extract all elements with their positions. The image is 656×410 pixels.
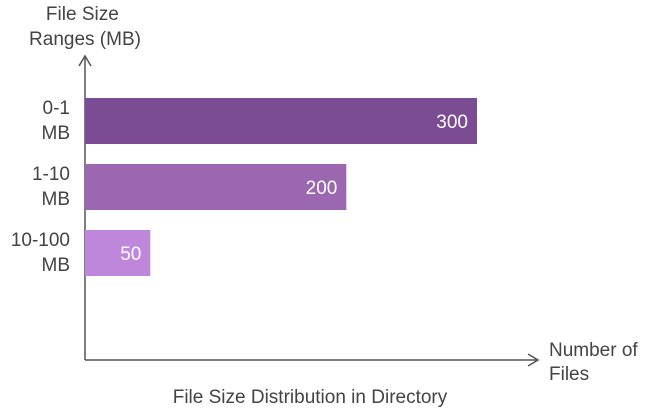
category-label-1-line-1: 1-10	[32, 164, 70, 185]
bar-2	[85, 230, 151, 276]
category-label-2-line-1: 10-100	[11, 230, 70, 251]
y-axis-label-line-1: File Size	[46, 4, 119, 25]
category-label-2-line-2: MB	[42, 255, 71, 276]
category-label-0-line-1: 0-1	[43, 98, 70, 119]
category-label-0-line-2: MB	[42, 123, 71, 144]
x-axis-label-line-1: Number of	[549, 340, 638, 361]
chart-title: File Size Distribution in Directory	[173, 387, 448, 408]
bar-value-label-1: 200	[306, 178, 338, 199]
category-label-1: 1-10 MB	[32, 164, 70, 210]
y-axis-arrow-icon	[78, 54, 92, 67]
x-axis-arrow-icon	[527, 353, 540, 367]
category-label-1-line-2: MB	[42, 189, 71, 210]
category-labels-group: 0-1 MB 1-10 MB 10-100 MB	[11, 98, 70, 276]
x-axis-label: Number of Files	[549, 340, 643, 385]
bar-0	[85, 98, 477, 144]
bars-group	[85, 98, 477, 276]
y-axis-label: File Size Ranges (MB)	[29, 4, 141, 50]
y-axis-label-line-2: Ranges (MB)	[29, 29, 141, 50]
x-axis-label-line-2: Files	[549, 364, 589, 385]
bar-1	[85, 164, 347, 210]
bar-value-label-0: 300	[436, 112, 468, 133]
category-label-0: 0-1 MB	[42, 98, 71, 144]
bar-value-label-2: 50	[120, 244, 141, 265]
value-labels-group: 300 200 50	[120, 112, 468, 265]
category-label-2: 10-100 MB	[11, 230, 70, 276]
